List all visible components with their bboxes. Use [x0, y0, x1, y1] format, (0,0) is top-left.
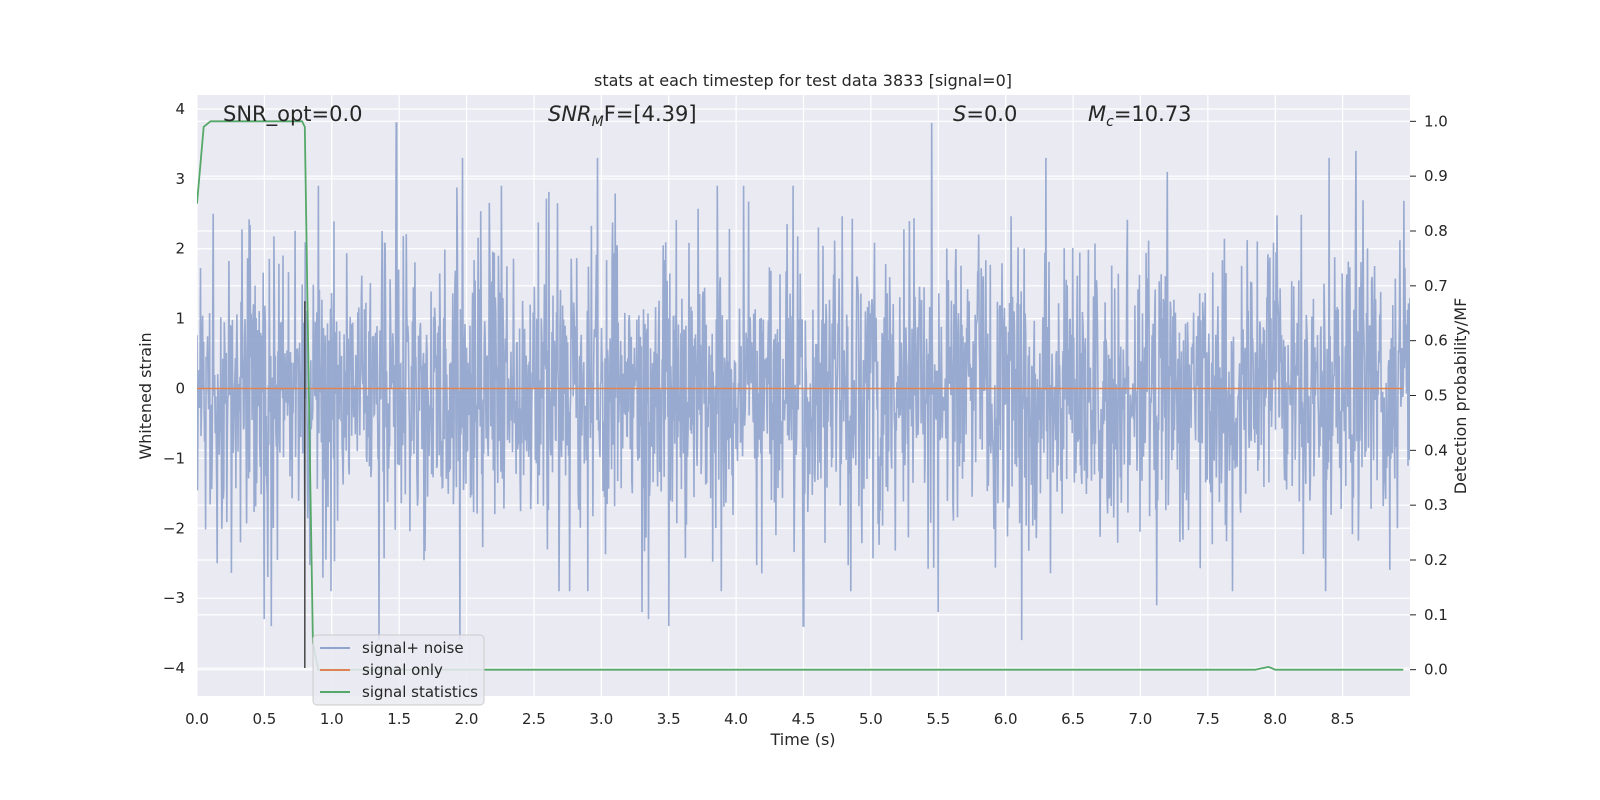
annotation-s: S=0.0 — [953, 102, 1017, 126]
y-tick-label: 1 — [175, 310, 185, 328]
x-tick-label: 6.0 — [994, 710, 1018, 728]
y2-tick-label: 0.1 — [1424, 606, 1448, 624]
x-tick-label: 6.5 — [1061, 710, 1085, 728]
x-tick-label: 1.5 — [387, 710, 411, 728]
x-tick-label: 8.5 — [1331, 710, 1355, 728]
y2-tick-label: 1.0 — [1424, 112, 1448, 130]
x-tick-label: 0.0 — [185, 710, 209, 728]
y-tick-label: −3 — [163, 589, 185, 607]
y2-tick-label: 0.9 — [1424, 167, 1448, 185]
annotation-snr-mf: SNRMF=[4.39] — [548, 102, 697, 130]
y-tick-label: −4 — [163, 659, 185, 677]
x-tick-label: 5.5 — [926, 710, 950, 728]
x-tick-label: 2.0 — [455, 710, 479, 728]
chart-title: stats at each timestep for test data 383… — [594, 71, 1012, 90]
legend: signal+ noise signal only signal statist… — [312, 634, 485, 706]
y2-tick-label: 0.6 — [1424, 332, 1448, 350]
x-tick-label: 0.5 — [252, 710, 276, 728]
y2-tick-label: 0.2 — [1424, 551, 1448, 569]
y-tick-label: −2 — [163, 519, 185, 537]
x-tick-label: 7.5 — [1196, 710, 1220, 728]
legend-label-signal-only: signal only — [362, 661, 443, 679]
x-axis-label: Time (s) — [769, 730, 835, 749]
x-tick-label: 7.0 — [1129, 710, 1153, 728]
tick-labels: 0.0 0.5 1.0 1.5 2.0 2.5 3.0 3.5 4.0 4.5 5.0 5.5 6.0 6… — [163, 100, 1448, 728]
annotation-mc-prefix: M — [1088, 102, 1106, 126]
y-tick-label: −1 — [163, 449, 185, 467]
annotation-snr-mf-prefix: SNR — [548, 102, 592, 126]
y2-tick-label: 0.0 — [1424, 661, 1448, 679]
x-tick-label: 4.0 — [724, 710, 748, 728]
legend-label-signal-statistics: signal statistics — [362, 683, 478, 701]
y2-tick-label: 0.4 — [1424, 441, 1448, 459]
annotation-snr-opt: SNR_opt=0.0 — [223, 102, 363, 127]
series-signal-noise-line — [197, 122, 1410, 641]
annotation-snr-mf-sub: M — [592, 114, 604, 130]
legend-label-signal-noise: signal+ noise — [362, 639, 464, 657]
y-tick-label: 0 — [175, 380, 185, 398]
annotation-s-value: =0.0 — [966, 102, 1017, 126]
annotation-mc: Mc=10.73 — [1088, 102, 1192, 130]
y-tick-label: 4 — [175, 100, 185, 118]
x-tick-label: 4.5 — [792, 710, 816, 728]
y2-tick-label: 0.5 — [1424, 387, 1448, 405]
legend-box — [312, 634, 485, 706]
annotation-mc-sub: c — [1106, 114, 1114, 130]
annotation-snr-mf-suffix: F=[4.39] — [604, 102, 697, 126]
y-tick-label: 3 — [175, 170, 185, 188]
y2-tick-label: 0.7 — [1424, 277, 1448, 295]
x-tick-label: 5.0 — [859, 710, 883, 728]
x-tick-label: 8.0 — [1263, 710, 1287, 728]
y-tick-label: 2 — [175, 240, 185, 258]
y-axis-label: Whitened strain — [136, 332, 155, 459]
annotation-mc-value: =10.73 — [1114, 102, 1192, 126]
x-tick-label: 3.0 — [589, 710, 613, 728]
y2-tick-label: 0.3 — [1424, 496, 1448, 514]
x-tick-label: 3.5 — [657, 710, 681, 728]
x-tick-label: 1.0 — [320, 710, 344, 728]
y2-tick-label: 0.8 — [1424, 222, 1448, 240]
y2-axis-label: Detection probability/MF — [1451, 298, 1470, 495]
x-tick-label: 2.5 — [522, 710, 546, 728]
annotation-s-prefix: S — [953, 102, 966, 126]
